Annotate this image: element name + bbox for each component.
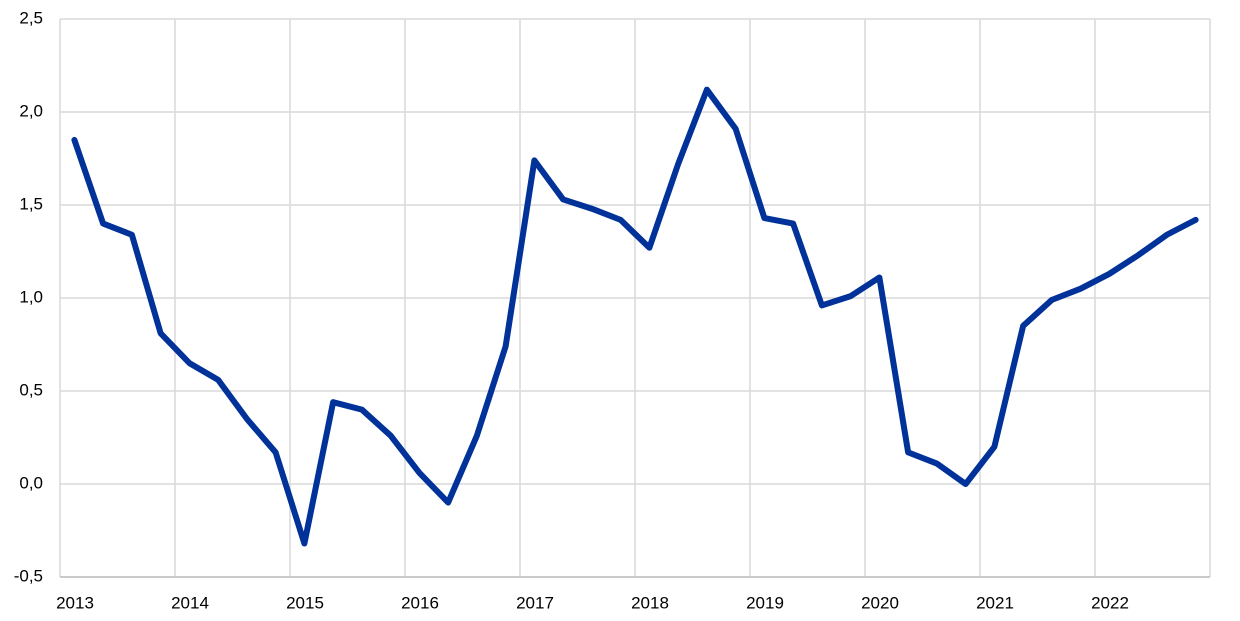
y-tick-label: 1,0 [19,287,43,306]
y-tick-label: 2,5 [19,8,43,27]
x-tick-label: 2016 [401,593,439,612]
x-tick-label: 2013 [56,593,94,612]
x-tick-label: 2015 [286,593,324,612]
y-tick-label: 1,5 [19,194,43,213]
y-tick-label: 0,0 [19,473,43,492]
y-tick-label: 2,0 [19,101,43,120]
x-tick-label: 2014 [171,593,209,612]
y-tick-label: 0,5 [19,380,43,399]
x-tick-label: 2019 [746,593,784,612]
x-tick-label: 2021 [976,593,1014,612]
x-tick-label: 2022 [1091,593,1129,612]
y-tick-label: -0,5 [14,566,43,585]
data-line [71,86,1199,547]
x-tick-label: 2017 [516,593,554,612]
x-tick-label: 2020 [861,593,899,612]
x-tick-label: 2018 [631,593,669,612]
